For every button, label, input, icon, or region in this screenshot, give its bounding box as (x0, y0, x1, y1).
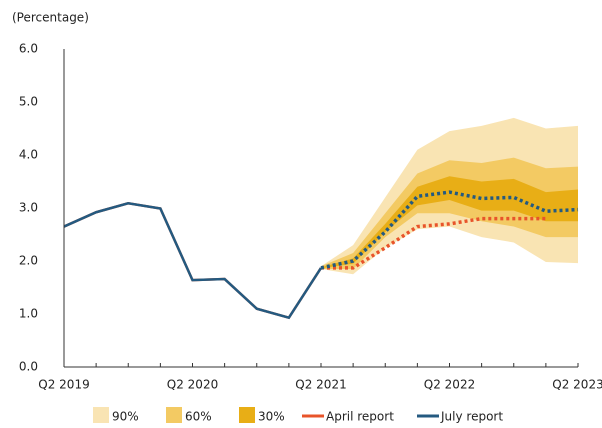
legend-label: 60% (185, 410, 212, 424)
x-tick-label: Q2 2021 (295, 378, 346, 392)
projection-line (321, 216, 546, 270)
x-tick-label: Q2 2022 (424, 378, 475, 392)
legend-swatch (166, 407, 182, 423)
y-tick-label: 5.0 (19, 95, 38, 109)
x-tick-label: Q2 2019 (38, 378, 89, 392)
legend-swatch (239, 407, 255, 423)
y-tick-label: 3.0 (19, 201, 38, 215)
history-line (63, 201, 323, 320)
y-tick-label: 2.0 (19, 254, 38, 268)
y-tick-label: 4.0 (19, 148, 38, 162)
history-line (63, 201, 323, 320)
y-tick-label: 1.0 (19, 307, 38, 321)
x-tick-label: Q2 2023 (552, 378, 602, 392)
x-tick-label: Q2 2020 (167, 378, 218, 392)
legend-swatch (93, 407, 109, 423)
legend-label: July report (440, 410, 503, 424)
projection-line (320, 190, 579, 270)
legend-label: 30% (258, 410, 285, 424)
y-axis-label: (Percentage) (12, 11, 89, 25)
legend-label: 90% (112, 410, 139, 424)
y-tick-label: 0.0 (19, 360, 38, 374)
legend-label: April report (326, 410, 394, 424)
y-tick-label: 6.0 (19, 42, 38, 56)
